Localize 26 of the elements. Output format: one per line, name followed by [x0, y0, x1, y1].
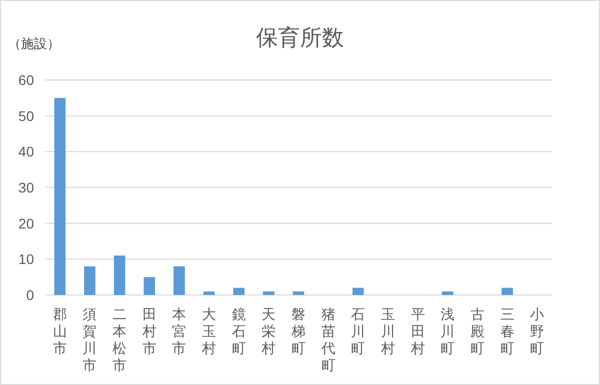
x-tick-label: 小野町	[530, 306, 544, 356]
x-tick-label: 本宮市	[172, 306, 186, 356]
y-tick-label: 60	[18, 72, 34, 88]
y-tick-label: 50	[18, 108, 34, 124]
y-tick-label: 20	[18, 215, 34, 232]
x-tick-label: 須賀川市	[82, 306, 97, 373]
x-tick-label: 二本松市	[112, 306, 127, 373]
y-tick-label: 30	[18, 180, 34, 196]
x-tick-label: 磐梯町	[290, 306, 306, 356]
y-tick-label: 0	[26, 287, 34, 303]
x-tick-label: 田村市	[141, 306, 156, 356]
x-tick-label: 石川町	[351, 306, 366, 356]
x-tick-label: 三春町	[500, 306, 514, 356]
y-tick-label: 40	[18, 144, 34, 160]
x-tick-label: 猪苗代町	[320, 306, 336, 373]
y-tick-label: 10	[18, 251, 34, 268]
x-tick-label: 天栄村	[260, 306, 276, 356]
x-tick-label: 浅川町	[440, 306, 455, 356]
x-tick-label: 玉川村	[380, 306, 395, 356]
x-tick-label: 大玉村	[201, 306, 216, 356]
x-tick-label: 平田村	[410, 306, 425, 356]
x-tick-label: 古殿町	[470, 306, 484, 356]
chart-title: 保育所数	[256, 25, 344, 50]
x-tick-label: 郡山市	[52, 306, 67, 356]
x-tick-label: 鏡石町	[232, 306, 246, 356]
y-axis-title: （施設）	[8, 36, 60, 51]
